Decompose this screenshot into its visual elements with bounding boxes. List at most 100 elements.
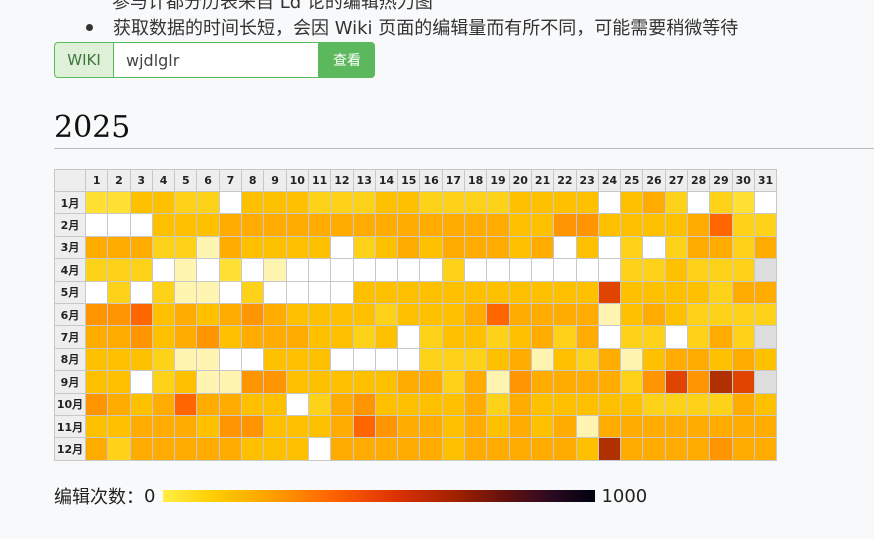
heatmap-cell[interactable] xyxy=(486,280,510,304)
heatmap-cell[interactable] xyxy=(129,213,153,237)
heatmap-cell[interactable] xyxy=(419,190,443,215)
heatmap-cell[interactable] xyxy=(441,280,466,304)
heatmap-cell[interactable] xyxy=(218,437,243,461)
heatmap-cell[interactable] xyxy=(553,258,577,282)
heatmap-cell[interactable] xyxy=(196,325,220,349)
heatmap-cell[interactable] xyxy=(374,437,399,461)
heatmap-cell[interactable] xyxy=(620,280,644,304)
heatmap-cell[interactable] xyxy=(107,414,131,439)
heatmap-cell[interactable] xyxy=(218,235,243,260)
heatmap-cell[interactable] xyxy=(397,190,421,215)
heatmap-cell[interactable] xyxy=(174,370,198,394)
heatmap-cell[interactable] xyxy=(575,370,599,394)
heatmap-cell[interactable] xyxy=(441,437,466,461)
heatmap-cell[interactable] xyxy=(709,437,733,461)
heatmap-cell[interactable] xyxy=(129,302,153,327)
heatmap-cell[interactable] xyxy=(263,325,287,349)
heatmap-cell[interactable] xyxy=(709,235,733,260)
heatmap-cell[interactable] xyxy=(107,392,131,416)
heatmap-cell[interactable] xyxy=(575,392,599,416)
heatmap-cell[interactable] xyxy=(174,302,198,327)
heatmap-cell[interactable] xyxy=(107,370,131,394)
heatmap-cell[interactable] xyxy=(285,302,309,327)
heatmap-cell[interactable] xyxy=(263,190,287,215)
heatmap-cell[interactable] xyxy=(620,302,644,327)
heatmap-cell[interactable] xyxy=(709,258,733,282)
heatmap-cell[interactable] xyxy=(620,347,644,372)
heatmap-cell[interactable] xyxy=(553,347,577,372)
heatmap-cell[interactable] xyxy=(441,190,466,215)
heatmap-cell[interactable] xyxy=(307,258,332,282)
heatmap-cell[interactable] xyxy=(642,325,666,349)
heatmap-cell[interactable] xyxy=(151,302,176,327)
heatmap-cell[interactable] xyxy=(508,347,532,372)
heatmap-cell[interactable] xyxy=(664,370,689,394)
heatmap-cell[interactable] xyxy=(107,235,131,260)
heatmap-cell[interactable] xyxy=(642,370,666,394)
heatmap-cell[interactable] xyxy=(575,325,599,349)
heatmap-cell[interactable] xyxy=(731,414,755,439)
heatmap-cell[interactable] xyxy=(486,347,510,372)
heatmap-cell[interactable] xyxy=(218,213,243,237)
heatmap-cell[interactable] xyxy=(575,258,599,282)
heatmap-cell[interactable] xyxy=(530,280,555,304)
heatmap-cell[interactable] xyxy=(397,437,421,461)
heatmap-cell[interactable] xyxy=(330,190,354,215)
heatmap-cell[interactable] xyxy=(397,235,421,260)
heatmap-cell[interactable] xyxy=(642,280,666,304)
heatmap-cell[interactable] xyxy=(731,190,755,215)
heatmap-cell[interactable] xyxy=(129,437,153,461)
heatmap-cell[interactable] xyxy=(486,302,510,327)
heatmap-cell[interactable] xyxy=(664,325,689,349)
heatmap-cell[interactable] xyxy=(597,325,622,349)
heatmap-cell[interactable] xyxy=(508,325,532,349)
heatmap-cell[interactable] xyxy=(620,437,644,461)
heatmap-cell[interactable] xyxy=(597,280,622,304)
heatmap-cell[interactable] xyxy=(174,258,198,282)
heatmap-cell[interactable] xyxy=(687,280,711,304)
heatmap-cell[interactable] xyxy=(753,370,778,394)
heatmap-cell[interactable] xyxy=(84,347,109,372)
heatmap-cell[interactable] xyxy=(464,414,488,439)
heatmap-cell[interactable] xyxy=(530,392,555,416)
heatmap-cell[interactable] xyxy=(285,347,309,372)
heatmap-cell[interactable] xyxy=(486,190,510,215)
heatmap-cell[interactable] xyxy=(196,302,220,327)
heatmap-cell[interactable] xyxy=(530,302,555,327)
heatmap-cell[interactable] xyxy=(642,258,666,282)
heatmap-cell[interactable] xyxy=(84,392,109,416)
heatmap-cell[interactable] xyxy=(486,370,510,394)
heatmap-cell[interactable] xyxy=(687,213,711,237)
heatmap-cell[interactable] xyxy=(151,235,176,260)
heatmap-cell[interactable] xyxy=(687,258,711,282)
heatmap-cell[interactable] xyxy=(129,325,153,349)
heatmap-cell[interactable] xyxy=(218,347,243,372)
heatmap-cell[interactable] xyxy=(642,392,666,416)
heatmap-cell[interactable] xyxy=(575,414,599,439)
heatmap-cell[interactable] xyxy=(597,302,622,327)
heatmap-cell[interactable] xyxy=(553,325,577,349)
heatmap-cell[interactable] xyxy=(530,258,555,282)
heatmap-cell[interactable] xyxy=(687,370,711,394)
heatmap-cell[interactable] xyxy=(374,280,399,304)
heatmap-cell[interactable] xyxy=(753,258,778,282)
heatmap-cell[interactable] xyxy=(285,370,309,394)
heatmap-cell[interactable] xyxy=(352,325,376,349)
heatmap-cell[interactable] xyxy=(753,302,778,327)
heatmap-cell[interactable] xyxy=(419,325,443,349)
heatmap-cell[interactable] xyxy=(151,258,176,282)
heatmap-cell[interactable] xyxy=(664,414,689,439)
heatmap-cell[interactable] xyxy=(597,258,622,282)
heatmap-cell[interactable] xyxy=(241,213,265,237)
heatmap-cell[interactable] xyxy=(218,392,243,416)
heatmap-cell[interactable] xyxy=(241,437,265,461)
heatmap-cell[interactable] xyxy=(508,437,532,461)
heatmap-cell[interactable] xyxy=(464,280,488,304)
heatmap-cell[interactable] xyxy=(687,190,711,215)
heatmap-cell[interactable] xyxy=(174,190,198,215)
heatmap-cell[interactable] xyxy=(642,347,666,372)
heatmap-cell[interactable] xyxy=(196,392,220,416)
heatmap-cell[interactable] xyxy=(575,280,599,304)
heatmap-cell[interactable] xyxy=(464,302,488,327)
heatmap-cell[interactable] xyxy=(731,370,755,394)
